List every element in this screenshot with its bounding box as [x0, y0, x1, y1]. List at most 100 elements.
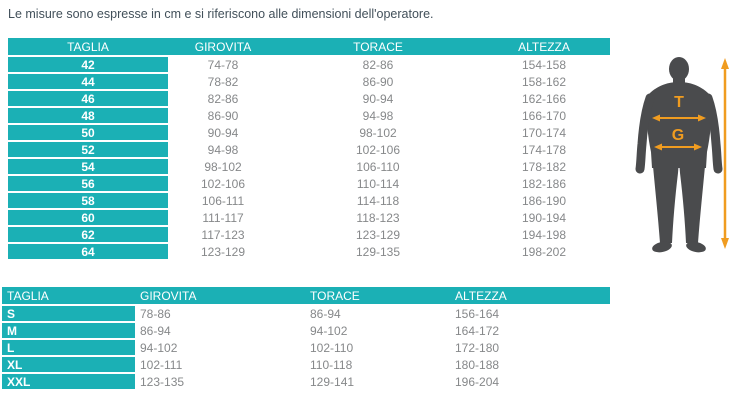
size-cell: S: [2, 306, 135, 321]
column-header: TAGLIA: [2, 287, 135, 304]
size-cell: 54: [8, 159, 168, 174]
range-cell: 98-102: [168, 159, 278, 174]
range-cell: 198-202: [478, 244, 610, 259]
table-row: 62 117-123 123-129 194-198: [8, 227, 610, 242]
range-cell: 118-123: [278, 210, 478, 225]
range-cell: 90-94: [278, 91, 478, 106]
range-cell: 110-118: [305, 357, 450, 372]
range-cell: 174-178: [478, 142, 610, 157]
table-row: 46 82-86 90-94 162-166: [8, 91, 610, 106]
header-row: TAGLIA GIROVITA TORACE ALTEZZA: [2, 287, 610, 304]
range-cell: 86-94: [135, 323, 305, 338]
intro-text: Le misure sono espresse in cm e si rifer…: [8, 7, 434, 21]
letter-size-table: TAGLIA GIROVITA TORACE ALTEZZA S 78-86 86-94 15…: [2, 285, 610, 391]
range-cell: 86-94: [305, 306, 450, 321]
operator-measurement-figure: T G: [622, 40, 756, 290]
range-cell: 94-98: [168, 142, 278, 157]
column-header: TORACE: [278, 38, 478, 55]
header-row: TAGLIA GIROVITA TORACE ALTEZZA: [8, 38, 610, 55]
table-row: 56 102-106 110-114 182-186: [8, 176, 610, 191]
range-cell: 172-180: [450, 340, 610, 355]
range-cell: 102-106: [278, 142, 478, 157]
table-row: M 86-94 94-102 164-172: [2, 323, 610, 338]
size-cell: 48: [8, 108, 168, 123]
size-cell: 46: [8, 91, 168, 106]
table-row: 44 78-82 86-90 158-162: [8, 74, 610, 89]
girovita-arrow-icon: [654, 143, 702, 151]
range-cell: 123-129: [168, 244, 278, 259]
range-cell: 186-190: [478, 193, 610, 208]
size-cell: 58: [8, 193, 168, 208]
range-cell: 90-94: [168, 125, 278, 140]
girovita-label: G: [672, 127, 684, 144]
range-cell: 178-182: [478, 159, 610, 174]
range-cell: 190-194: [478, 210, 610, 225]
range-cell: 123-129: [278, 227, 478, 242]
torace-label: T: [674, 94, 684, 111]
table-row: 48 86-90 94-98 166-170: [8, 108, 610, 123]
range-cell: 82-86: [278, 57, 478, 72]
range-cell: 94-98: [278, 108, 478, 123]
size-cell: 62: [8, 227, 168, 242]
range-cell: 94-102: [305, 323, 450, 338]
range-cell: 102-106: [168, 176, 278, 191]
range-cell: 114-118: [278, 193, 478, 208]
range-cell: 117-123: [168, 227, 278, 242]
size-cell: 64: [8, 244, 168, 259]
size-cell: XXL: [2, 374, 135, 389]
column-header: TORACE: [305, 287, 450, 304]
range-cell: 98-102: [278, 125, 478, 140]
range-cell: 156-164: [450, 306, 610, 321]
range-cell: 102-111: [135, 357, 305, 372]
table-row: 60 111-117 118-123 190-194: [8, 210, 610, 225]
range-cell: 129-141: [305, 374, 450, 389]
range-cell: 94-102: [135, 340, 305, 355]
table-row: 64 123-129 129-135 198-202: [8, 244, 610, 259]
size-cell: 42: [8, 57, 168, 72]
range-cell: 154-158: [478, 57, 610, 72]
table-row: 50 90-94 98-102 170-174: [8, 125, 610, 140]
range-cell: 123-135: [135, 374, 305, 389]
range-cell: 180-188: [450, 357, 610, 372]
column-header: ALTEZZA: [478, 38, 610, 55]
size-cell: 52: [8, 142, 168, 157]
numeric-size-table: TAGLIA GIROVITA TORACE ALTEZZA 42 74-78 82-86 1…: [8, 36, 610, 261]
table-row: XL 102-111 110-118 180-188: [2, 357, 610, 372]
table-row: 58 106-111 114-118 186-190: [8, 193, 610, 208]
size-cell: 56: [8, 176, 168, 191]
range-cell: 162-166: [478, 91, 610, 106]
column-header: ALTEZZA: [450, 287, 610, 304]
table-row: 42 74-78 82-86 154-158: [8, 57, 610, 72]
range-cell: 74-78: [168, 57, 278, 72]
range-cell: 164-172: [450, 323, 610, 338]
measure-annotations: T G: [652, 58, 729, 249]
range-cell: 102-110: [305, 340, 450, 355]
range-cell: 158-162: [478, 74, 610, 89]
size-cell: 50: [8, 125, 168, 140]
column-header: GIROVITA: [135, 287, 305, 304]
size-cell: 44: [8, 74, 168, 89]
range-cell: 78-86: [135, 306, 305, 321]
range-cell: 182-186: [478, 176, 610, 191]
height-arrow-icon: [721, 58, 729, 249]
person-silhouette-icon: T G: [635, 57, 729, 253]
column-header: TAGLIA: [8, 38, 168, 55]
range-cell: 166-170: [478, 108, 610, 123]
size-cell: 60: [8, 210, 168, 225]
table-row: 52 94-98 102-106 174-178: [8, 142, 610, 157]
table-row: 54 98-102 106-110 178-182: [8, 159, 610, 174]
column-header: GIROVITA: [168, 38, 278, 55]
table-row: L 94-102 102-110 172-180: [2, 340, 610, 355]
range-cell: 170-174: [478, 125, 610, 140]
range-cell: 194-198: [478, 227, 610, 242]
size-cell: M: [2, 323, 135, 338]
range-cell: 106-110: [278, 159, 478, 174]
size-cell: XL: [2, 357, 135, 372]
size-cell: L: [2, 340, 135, 355]
range-cell: 78-82: [168, 74, 278, 89]
range-cell: 106-111: [168, 193, 278, 208]
torace-arrow-icon: [652, 114, 706, 122]
range-cell: 196-204: [450, 374, 610, 389]
table-row: XXL 123-135 129-141 196-204: [2, 374, 610, 389]
